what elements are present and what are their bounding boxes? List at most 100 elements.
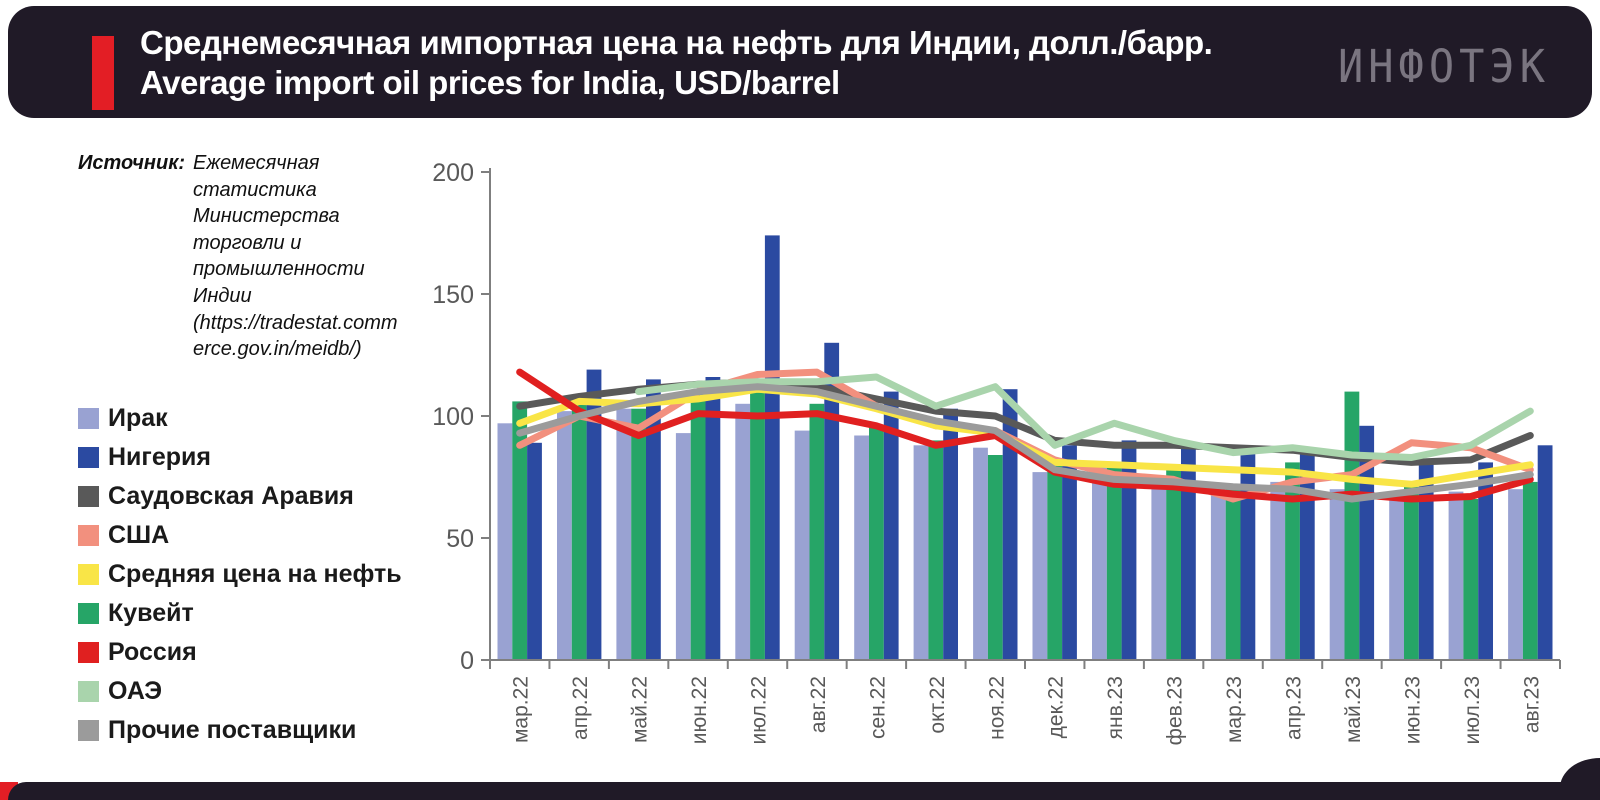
bar <box>943 408 958 660</box>
source-note: Источник: Ежемесячная статистика Министе… <box>78 150 398 363</box>
x-tick-label: сен.22 <box>866 676 889 739</box>
x-tick-label: авг.22 <box>807 676 830 733</box>
bar <box>512 401 528 660</box>
bar <box>675 433 691 660</box>
x-tick-label: окт.22 <box>926 676 949 734</box>
x-tick-label: апр.23 <box>1283 676 1306 740</box>
bar <box>631 408 646 660</box>
bar <box>1508 489 1523 660</box>
y-tick-label: 150 <box>432 281 474 309</box>
legend-item-9: Прочие поставщики <box>78 716 402 744</box>
page-title-ru: Среднемесячная импортная цена на нефть д… <box>140 24 1213 61</box>
bar <box>705 377 721 660</box>
bar <box>1062 445 1077 660</box>
x-tick-label: мар.22 <box>510 676 533 743</box>
bar <box>735 403 751 660</box>
x-tick-label: ноя.22 <box>985 676 1008 740</box>
x-tick-label: июл.23 <box>1461 676 1484 744</box>
footer-strip <box>8 782 1600 800</box>
x-tick-labels: мар.22 апр.22 май.22 июн.22 июл.22 авг.22 сен.… <box>510 676 1544 745</box>
x-tick-label: мар.23 <box>1223 676 1246 743</box>
bar-series-Кувейт <box>512 389 1538 660</box>
source-text: Ежемесячная статистика Министерства торг… <box>193 152 398 361</box>
legend-label: ОАЭ <box>108 677 163 705</box>
bar <box>1002 389 1018 660</box>
legend-label: Прочие поставщики <box>108 716 357 744</box>
legend-swatch-icon <box>78 681 99 702</box>
x-tick-label: май.23 <box>1342 676 1365 743</box>
line-series-Средняя цена на нефть <box>516 385 1534 488</box>
lines-layer <box>516 368 1534 503</box>
bar <box>1092 464 1107 660</box>
legend-label: Россия <box>108 638 197 666</box>
y-tick-label: 100 <box>432 403 474 431</box>
bar <box>616 408 632 660</box>
legend-item-2: Нигерия <box>78 443 402 471</box>
red-accent-bar <box>92 36 114 110</box>
legend-item-6: Кувейт <box>78 601 402 626</box>
bar <box>497 423 513 660</box>
bar <box>646 379 661 660</box>
header: Среднемесячная импортная цена на нефть д… <box>8 6 1592 118</box>
bar <box>869 425 884 660</box>
bar <box>1418 464 1434 660</box>
page-title-en: Average import oil prices for India, USD… <box>140 64 840 102</box>
axes <box>481 168 1561 669</box>
bar <box>1478 462 1493 660</box>
source-label: Источник: <box>78 152 186 174</box>
y-tick-label: 200 <box>432 159 474 187</box>
x-tick-label: май.22 <box>629 676 652 743</box>
bar <box>1344 391 1360 660</box>
bar <box>1270 481 1286 660</box>
bar <box>750 389 765 660</box>
x-tick-label: июл.22 <box>748 676 771 744</box>
bar-line-chart: 0 50 100 150 200 мар.22 апр.22 май.22 июн.22 июл.… <box>432 159 1561 745</box>
chart: 0 50 100 150 200 мар.22 апр.22 май.22 июн.22 июл.… <box>430 148 1600 780</box>
y-tick-labels: 0 50 100 150 200 <box>432 159 474 675</box>
bar <box>1537 445 1553 660</box>
y-tick-label: 50 <box>446 525 474 553</box>
legend-swatch-icon <box>78 447 99 468</box>
x-tick-label: фев.23 <box>1164 676 1187 745</box>
x-tick-label: апр.22 <box>569 676 592 740</box>
legend-item-5: Средняя цена на нефть <box>78 560 402 588</box>
bar <box>883 391 899 660</box>
legend-label: Средняя цена на нефть <box>108 560 402 588</box>
bar <box>1463 499 1479 660</box>
bar <box>1032 472 1048 660</box>
bar <box>987 455 1003 660</box>
bar <box>1047 459 1063 660</box>
bar <box>586 369 602 660</box>
legend-item-8: ОАЭ <box>78 677 402 705</box>
legend-label: США <box>108 521 170 549</box>
title-block: Среднемесячная импортная цена на нефть д… <box>140 23 1213 104</box>
bar <box>928 440 944 660</box>
legend: Ирак Нигерия Саудовская Аравия США Средняя ц… <box>78 406 402 757</box>
bar <box>824 342 840 660</box>
bar <box>1240 452 1256 660</box>
legend-label: Ирак <box>108 404 168 432</box>
bar <box>1299 452 1315 660</box>
bar <box>1448 491 1464 660</box>
infotek-logo: ИНФОТЭК <box>1337 40 1550 93</box>
bar <box>1181 447 1196 660</box>
legend-item-3: Саудовская Аравия <box>78 484 402 509</box>
legend-swatch-icon <box>78 720 99 741</box>
bar-series-Ирак <box>497 403 1523 660</box>
bar <box>1522 481 1538 660</box>
bar <box>1329 489 1345 660</box>
x-tick-label: июн.23 <box>1401 676 1424 744</box>
bar <box>1121 440 1137 660</box>
legend-swatch-icon <box>78 564 99 585</box>
bar <box>794 430 810 660</box>
x-tick-label: янв.23 <box>1104 676 1127 739</box>
legend-swatch-icon <box>78 642 99 663</box>
x-tick-label: авг.23 <box>1520 676 1543 733</box>
bar <box>527 442 542 660</box>
x-tick-label: дек.22 <box>1045 676 1068 738</box>
legend-swatch-icon <box>78 525 99 546</box>
legend-label: Нигерия <box>108 443 211 471</box>
bar <box>690 394 706 660</box>
bar <box>973 447 988 660</box>
legend-swatch-icon <box>78 486 99 507</box>
